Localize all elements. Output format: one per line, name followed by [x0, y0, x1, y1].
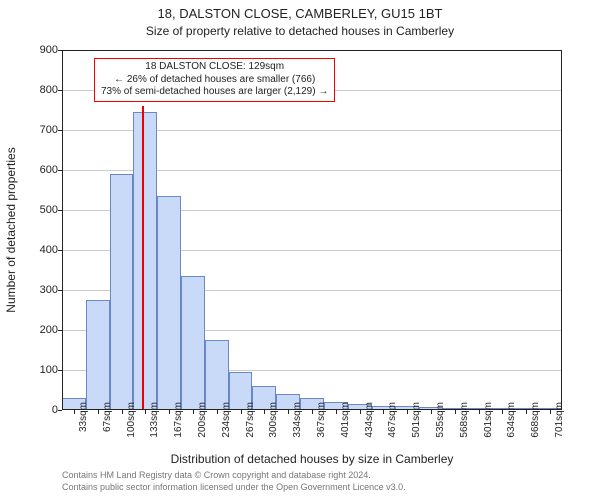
x-tick-mark	[336, 410, 337, 414]
x-tick-mark	[288, 410, 289, 414]
x-tick-mark	[241, 410, 242, 414]
x-tick-mark	[122, 410, 123, 414]
x-tick-label: 568sqm	[459, 402, 470, 452]
x-tick-mark	[74, 410, 75, 414]
x-tick-label: 100sqm	[126, 402, 137, 452]
y-tick-label: 700	[8, 124, 58, 136]
y-axis-title: Number of detached properties	[4, 50, 18, 410]
y-tick-label: 0	[8, 404, 58, 416]
x-tick-label: 133sqm	[149, 402, 160, 452]
x-tick-label: 501sqm	[411, 402, 422, 452]
y-tick-label: 500	[8, 204, 58, 216]
x-tick-label: 701sqm	[554, 402, 565, 452]
x-tick-label: 401sqm	[340, 402, 351, 452]
plot-border	[62, 50, 562, 410]
y-tick-label: 800	[8, 84, 58, 96]
x-tick-mark	[502, 410, 503, 414]
x-tick-mark	[526, 410, 527, 414]
y-tick-mark	[58, 130, 62, 131]
y-tick-label: 100	[8, 364, 58, 376]
x-tick-mark	[169, 410, 170, 414]
plot-area: 18 DALSTON CLOSE: 129sqm ← 26% of detach…	[62, 50, 562, 410]
y-tick-mark	[58, 290, 62, 291]
x-tick-mark	[431, 410, 432, 414]
x-tick-mark	[217, 410, 218, 414]
x-tick-label: 200sqm	[197, 402, 208, 452]
x-tick-mark	[479, 410, 480, 414]
x-tick-mark	[383, 410, 384, 414]
x-tick-label: 67sqm	[102, 402, 113, 452]
x-tick-mark	[407, 410, 408, 414]
x-tick-label: 367sqm	[316, 402, 327, 452]
y-tick-label: 600	[8, 164, 58, 176]
x-axis-title: Distribution of detached houses by size …	[62, 452, 562, 466]
x-tick-mark	[455, 410, 456, 414]
x-tick-label: 167sqm	[173, 402, 184, 452]
y-tick-mark	[58, 370, 62, 371]
x-tick-label: 467sqm	[387, 402, 398, 452]
annotation-line1: 18 DALSTON CLOSE: 129sqm	[101, 61, 328, 74]
x-tick-label: 334sqm	[292, 402, 303, 452]
page-title: 18, DALSTON CLOSE, CAMBERLEY, GU15 1BT	[0, 6, 600, 21]
figure: 18, DALSTON CLOSE, CAMBERLEY, GU15 1BT S…	[0, 0, 600, 500]
y-tick-label: 400	[8, 244, 58, 256]
page-subtitle: Size of property relative to detached ho…	[0, 24, 600, 38]
annotation-line3: 73% of semi-detached houses are larger (…	[101, 86, 328, 99]
y-tick-label: 300	[8, 284, 58, 296]
x-tick-label: 300sqm	[268, 402, 279, 452]
annotation-box: 18 DALSTON CLOSE: 129sqm ← 26% of detach…	[94, 58, 335, 102]
footer-line1: Contains HM Land Registry data © Crown c…	[62, 470, 562, 482]
y-tick-mark	[58, 210, 62, 211]
x-tick-label: 267sqm	[245, 402, 256, 452]
x-tick-label: 535sqm	[435, 402, 446, 452]
footer: Contains HM Land Registry data © Crown c…	[62, 470, 562, 493]
annotation-line2: ← 26% of detached houses are smaller (76…	[101, 74, 328, 87]
y-tick-label: 200	[8, 324, 58, 336]
x-tick-mark	[98, 410, 99, 414]
x-tick-mark	[360, 410, 361, 414]
y-tick-mark	[58, 250, 62, 251]
x-tick-label: 434sqm	[364, 402, 375, 452]
y-tick-mark	[58, 330, 62, 331]
x-tick-label: 234sqm	[221, 402, 232, 452]
x-tick-label: 668sqm	[530, 402, 541, 452]
x-tick-label: 33sqm	[78, 402, 89, 452]
y-tick-mark	[58, 410, 62, 411]
x-tick-mark	[264, 410, 265, 414]
x-tick-mark	[550, 410, 551, 414]
x-tick-mark	[312, 410, 313, 414]
y-tick-mark	[58, 90, 62, 91]
x-tick-label: 634sqm	[506, 402, 517, 452]
y-tick-mark	[58, 170, 62, 171]
x-tick-label: 601sqm	[483, 402, 494, 452]
footer-line2: Contains public sector information licen…	[62, 482, 562, 494]
x-tick-mark	[193, 410, 194, 414]
y-tick-mark	[58, 50, 62, 51]
x-tick-mark	[145, 410, 146, 414]
y-tick-label: 900	[8, 44, 58, 56]
